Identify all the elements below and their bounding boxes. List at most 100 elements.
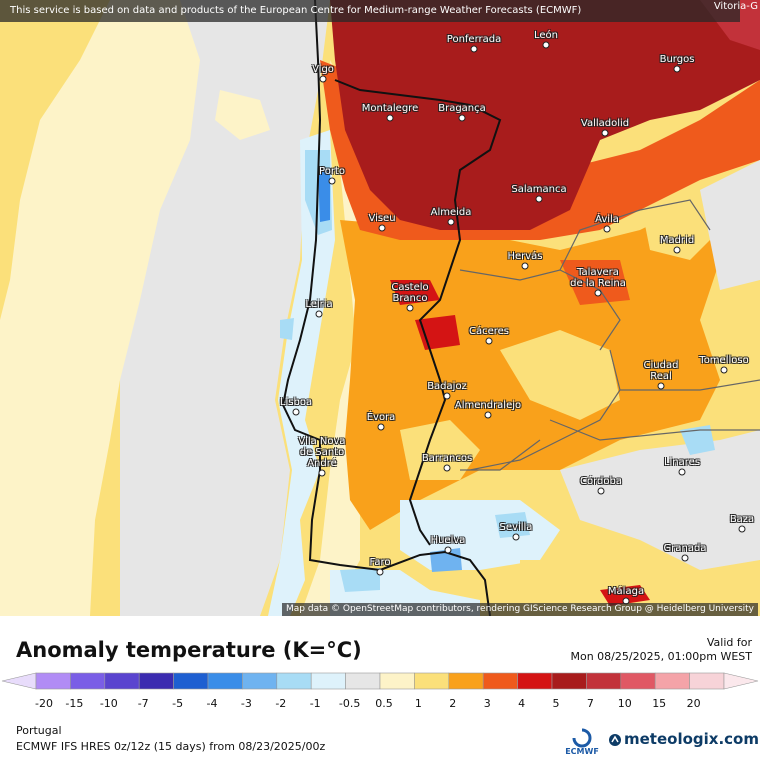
colorbar-high-arrow: [723, 672, 759, 690]
city-label: León: [533, 30, 559, 41]
colorbar-tick-label: -1: [309, 697, 321, 710]
city-label: Faro: [369, 557, 391, 568]
colorbar-tick-label: 20: [686, 697, 701, 710]
colorbar-tick-label: 5: [552, 697, 560, 710]
land-cool-patch-se: [680, 425, 715, 455]
city-label: Vigo: [312, 64, 334, 75]
colorbar-swatch: [35, 672, 71, 690]
city-label: Tomelloso: [699, 355, 749, 366]
ecmwf-logo: ECMWF: [565, 728, 599, 756]
city-marker: [386, 114, 394, 122]
city-label: Huelva: [430, 535, 466, 546]
colorbar-tick-label: 1: [414, 697, 422, 710]
colorbar-tick-label: -7: [137, 697, 149, 710]
city-marker: [603, 225, 611, 233]
city-label: Lisboa: [279, 397, 313, 408]
city-marker: [377, 423, 385, 431]
land-yellow-patch-1: [500, 330, 620, 420]
land-yellow-patch-2: [400, 420, 480, 480]
city-label: Cáceres: [468, 326, 510, 337]
city-label: Vila Nova de Santo André: [298, 436, 346, 469]
city-marker: [521, 262, 529, 270]
cool-patch-leiria: [280, 318, 294, 340]
colorbar-tick-label: -0.5: [338, 697, 361, 710]
colorbar-tick-label: 2: [449, 697, 457, 710]
region-borders: [459, 199, 760, 471]
city-marker: [444, 546, 452, 554]
valid-date: Mon 08/25/2025, 01:00pm WEST: [570, 650, 752, 663]
colorbar-swatch: [414, 672, 450, 690]
city-label: Sevilla: [499, 522, 533, 533]
colorbar-swatch: [689, 672, 725, 690]
colorbar-tick-label: -5: [172, 697, 184, 710]
light-warm-sea-region: [0, 0, 200, 616]
city-marker: [443, 464, 451, 472]
cool-coastal-strip: [268, 130, 335, 616]
city-label: Ávila: [595, 214, 619, 225]
colorbar-swatch: [310, 672, 346, 690]
colorbar-swatch: [345, 672, 381, 690]
city-marker: [470, 45, 478, 53]
light-warm-patch: [215, 90, 270, 140]
colorbar-swatch: [242, 672, 278, 690]
city-marker: [601, 129, 609, 137]
colorbar-swatch: [276, 672, 312, 690]
model-info: ECMWF IFS HRES 0z/12z (15 days) from 08/…: [16, 740, 326, 753]
city-label: Baza: [729, 514, 755, 525]
city-label: Hervás: [507, 251, 543, 262]
city-marker: [378, 224, 386, 232]
city-marker: [443, 392, 451, 400]
city-label: Burgos: [659, 54, 695, 65]
colorbar-swatch: [207, 672, 243, 690]
land-neutral-east: [700, 160, 760, 290]
sea-south-cool: [340, 568, 380, 592]
city-label: Évora: [366, 412, 396, 423]
city-marker: [292, 408, 300, 416]
city-marker: [678, 468, 686, 476]
colorbar-swatch: [551, 672, 587, 690]
colorbar-tick-label: 4: [518, 697, 526, 710]
colorbar-swatch: [620, 672, 656, 690]
city-marker: [594, 289, 602, 297]
land-red-south: [600, 585, 650, 606]
colorbar-tick-label: 10: [617, 697, 632, 710]
colorbar-low-arrow: [1, 672, 37, 690]
city-marker: [484, 411, 492, 419]
anomaly-map[interactable]: [0, 0, 760, 616]
colorbar-tick-label: 3: [483, 697, 491, 710]
city-label: Castelo Branco: [391, 282, 429, 304]
city-label: Badajoz: [427, 381, 467, 392]
city-marker: [319, 75, 327, 83]
city-marker: [673, 246, 681, 254]
city-marker: [542, 41, 550, 49]
land-red-patch-1: [560, 260, 630, 305]
colorbar-tick-label: -10: [99, 697, 118, 710]
colorbar-tick-label: -2: [275, 697, 287, 710]
city-label: Granada: [663, 543, 707, 554]
meteologix-brand[interactable]: meteologix.com: [624, 730, 759, 748]
city-marker: [673, 65, 681, 73]
offmap-city-label: Vitoria-G: [713, 1, 758, 12]
region-label: Portugal: [16, 724, 62, 737]
land-neutral-southeast: [560, 430, 760, 570]
city-marker: [458, 114, 466, 122]
city-marker: [681, 554, 689, 562]
map-attribution: Map data © OpenStreetMap contributors, r…: [282, 603, 758, 616]
city-marker: [657, 382, 665, 390]
city-label: Linares: [663, 457, 701, 468]
meteologix-icon: [609, 734, 621, 746]
land-dark-red-region: [330, 0, 760, 230]
city-label: Madrid: [659, 235, 695, 246]
colorbar: [1, 672, 759, 690]
colorbar-tick-label: 7: [586, 697, 594, 710]
colorbar-swatch: [448, 672, 484, 690]
colorbar-tick-label: 0.5: [375, 697, 393, 710]
colorbar-tick-label: -4: [206, 697, 218, 710]
colorbar-swatch: [104, 672, 140, 690]
city-label: Almendralejo: [454, 400, 522, 411]
city-label: Almeida: [430, 207, 472, 218]
city-marker: [720, 366, 728, 374]
colorbar-swatch: [482, 672, 518, 690]
city-label: Porto: [319, 166, 345, 177]
cold-coastal-patch: [318, 170, 330, 222]
